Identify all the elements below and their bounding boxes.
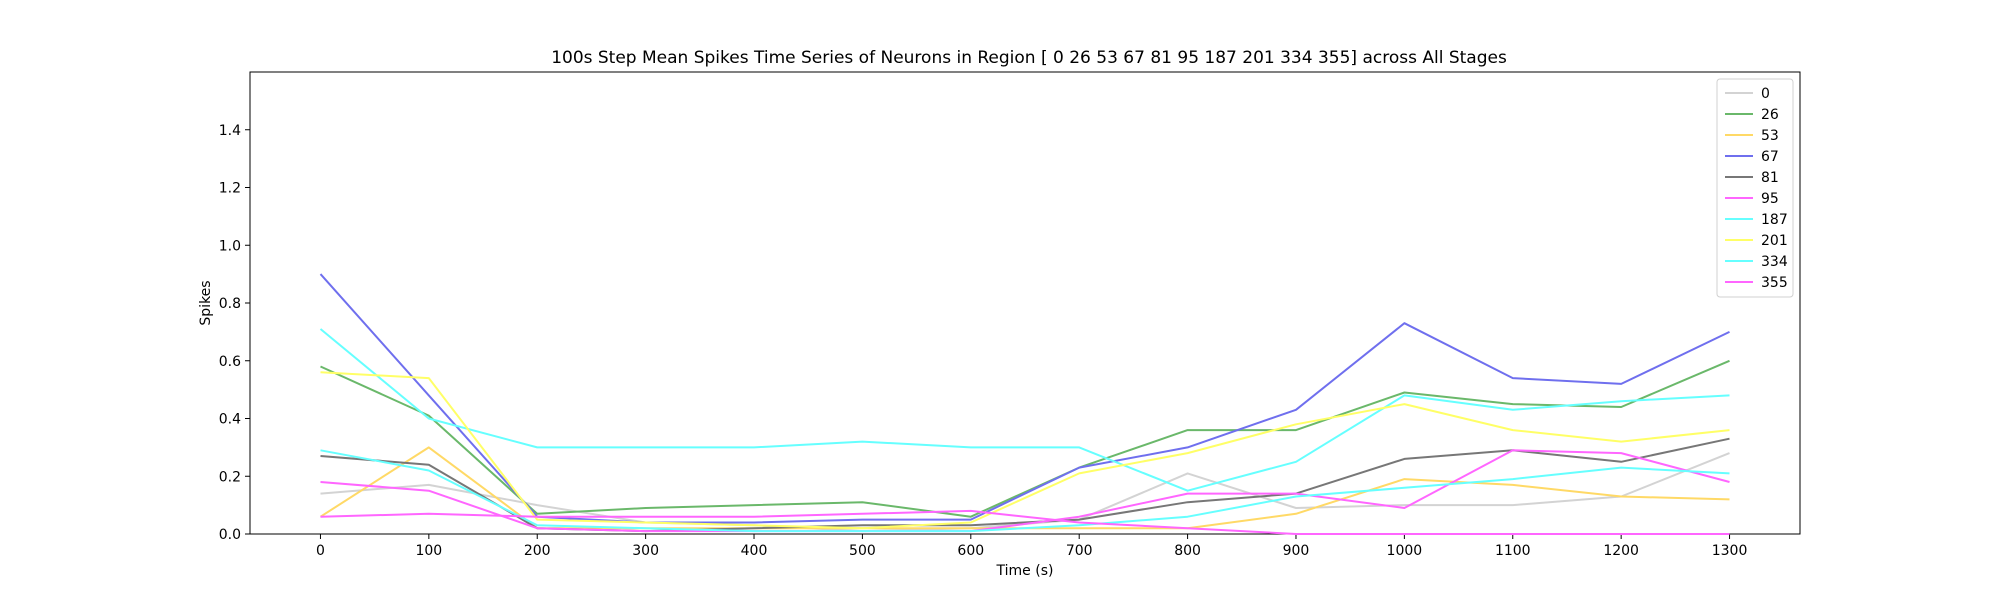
x-tick-label: 1000 [1387, 543, 1423, 559]
series-line-26 [320, 359, 1730, 518]
y-tick-label: 0.4 [219, 412, 241, 428]
x-tick-label: 800 [1174, 543, 1201, 559]
series-line-334 [320, 449, 1730, 533]
y-tick-label: 1.0 [219, 238, 241, 254]
chart-title: 100s Step Mean Spikes Time Series of Neu… [551, 48, 1507, 68]
legend-label: 201 [1761, 233, 1788, 249]
y-tick-label: 1.4 [219, 123, 241, 139]
x-tick-label: 500 [849, 543, 876, 559]
x-tick-label: 0 [316, 543, 325, 559]
y-tick-label: 1.2 [219, 181, 241, 197]
series-line-355 [320, 509, 1730, 535]
x-axis-label: Time (s) [996, 563, 1054, 579]
y-axis: 0.0 0.2 0.4 0.6 0.8 1.0 1.2 1.4 [219, 123, 250, 543]
y-axis-label: Spikes [198, 280, 214, 325]
x-tick-label: 1300 [1712, 543, 1748, 559]
x-axis: 0 100 200 300 400 500 600 700 800 900 1000 1100 1200… [316, 534, 1747, 559]
x-tick-label: 1200 [1603, 543, 1639, 559]
y-tick-label: 0.2 [219, 469, 241, 485]
legend-label: 67 [1761, 149, 1779, 165]
x-tick-label: 900 [1283, 543, 1310, 559]
x-tick-label: 600 [957, 543, 984, 559]
legend-box [1716, 78, 1794, 298]
x-tick-label: 1100 [1495, 543, 1531, 559]
x-tick-label: 700 [1066, 543, 1093, 559]
x-tick-label: 100 [415, 543, 442, 559]
x-tick-label: 400 [741, 543, 768, 559]
series-line-187 [319, 328, 1730, 492]
legend-label: 355 [1761, 275, 1788, 291]
series-lines [319, 273, 1730, 535]
x-tick-label: 200 [524, 543, 551, 559]
legend-label: 53 [1761, 128, 1779, 144]
series-line-95 [320, 449, 1730, 533]
y-tick-label: 0.0 [219, 527, 241, 543]
legend-label: 95 [1761, 191, 1779, 207]
legend-label: 81 [1761, 170, 1779, 186]
x-tick-label: 300 [632, 543, 659, 559]
series-line-201 [320, 371, 1730, 530]
legend-label: 334 [1761, 254, 1788, 270]
y-tick-label: 0.6 [219, 354, 241, 370]
legend-label: 0 [1761, 86, 1770, 102]
legend: 0 26 53 67 81 95 187 201 334 355 [1716, 78, 1794, 298]
y-tick-label: 0.8 [219, 296, 241, 312]
legend-label: 187 [1761, 212, 1788, 228]
legend-label: 26 [1761, 107, 1779, 123]
